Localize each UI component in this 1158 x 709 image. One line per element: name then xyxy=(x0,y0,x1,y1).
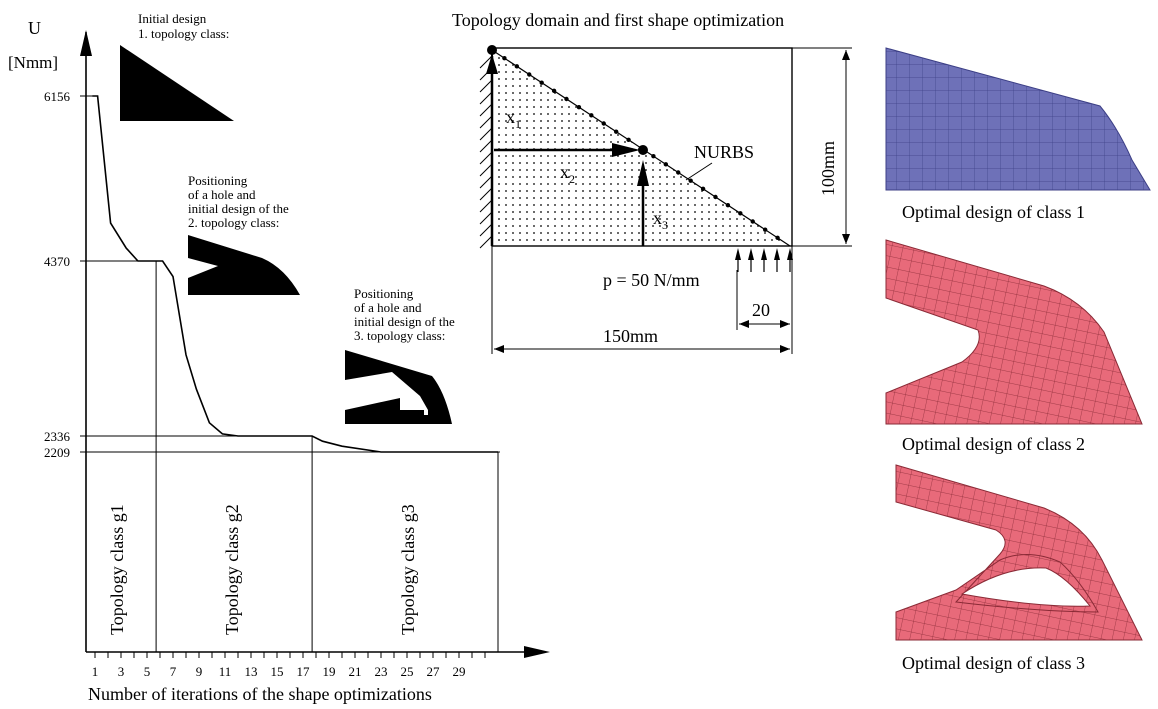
label-x2: x2 xyxy=(560,162,575,186)
x-tick-label: 21 xyxy=(349,664,362,679)
annotation-1-line-2: 1. topology class: xyxy=(138,26,229,41)
annotation-2-line-3: initial design of the xyxy=(188,201,289,216)
height-label: 100mm xyxy=(818,141,838,196)
optimal-shape-class-1 xyxy=(885,47,1151,191)
load-arrows xyxy=(735,248,793,272)
caption-class-2: Optimal design of class 2 xyxy=(902,434,1085,454)
load-width-label: 20 xyxy=(752,300,770,320)
caption-class-3: Optimal design of class 3 xyxy=(902,653,1085,673)
x-tick-label: 13 xyxy=(245,664,258,679)
annotation-3-line-2: of a hole and xyxy=(354,300,422,315)
label-x3: x3 xyxy=(653,208,668,232)
annotation-3-line-1: Positioning xyxy=(354,286,414,301)
caption-class-1: Optimal design of class 1 xyxy=(902,202,1085,222)
y-tick-label: 2336 xyxy=(44,429,71,444)
x-tick-label: 1 xyxy=(92,664,99,679)
x-tick-label: 23 xyxy=(375,664,388,679)
annotation-2-line-4: 2. topology class: xyxy=(188,215,279,230)
optimal-shape-class-2 xyxy=(885,239,1143,425)
x-axis-title: Number of iterations of the shape optimi… xyxy=(88,684,432,704)
class-3-hole xyxy=(960,567,1092,607)
y-tick-label: 4370 xyxy=(44,254,70,269)
annotation-3-line-3: initial design of the xyxy=(354,314,455,329)
vertex-mid xyxy=(638,145,648,155)
x-tick-label: 9 xyxy=(196,664,203,679)
x1-arrow-head xyxy=(486,54,498,74)
x-tick-label: 3 xyxy=(118,664,125,679)
class-label-g2: Topology class g2 xyxy=(222,504,242,635)
initial-design-shape xyxy=(120,45,234,121)
y-tick-label: 6156 xyxy=(44,89,71,104)
annotation-2-line-2: of a hole and xyxy=(188,187,256,202)
class-label-g3: Topology class g3 xyxy=(398,504,418,635)
vertex-top xyxy=(487,45,497,55)
x-tick-label: 11 xyxy=(219,664,232,679)
label-nurbs: NURBS xyxy=(694,142,754,162)
x-tick-label: 17 xyxy=(297,664,311,679)
x-tick-label: 5 xyxy=(144,664,151,679)
x-axis-arrow xyxy=(524,646,550,658)
y-axis-symbol: U xyxy=(28,18,41,38)
nurbs-leader xyxy=(685,162,713,181)
x-tick-label: 29 xyxy=(453,664,466,679)
class2-initial-shape xyxy=(188,235,300,295)
annotation-3-line-4: 3. topology class: xyxy=(354,328,445,343)
y-axis-unit: [Nmm] xyxy=(8,53,58,72)
y-axis-arrow xyxy=(80,30,92,56)
x-tick-label: 7 xyxy=(170,664,177,679)
annotation-1-line-1: Initial design xyxy=(138,11,207,26)
label-x1: x1 xyxy=(506,107,521,131)
optimal-designs: Optimal design of class 1 Optimal design… xyxy=(885,47,1151,673)
topology-domain: Topology domain and first shape optimiza… xyxy=(452,10,852,354)
optimal-shape-class-3 xyxy=(895,464,1143,641)
width-label: 150mm xyxy=(603,326,658,346)
domain-title: Topology domain and first shape optimiza… xyxy=(452,10,784,30)
x3-arrow-head xyxy=(637,160,649,186)
x-tick-label: 25 xyxy=(401,664,414,679)
class-label-g1: Topology class g1 xyxy=(107,504,127,635)
series-line xyxy=(92,95,498,453)
x2-arrow-head xyxy=(612,143,640,157)
class3-initial-shape xyxy=(345,350,452,424)
x-tick-label: 15 xyxy=(271,664,284,679)
class3-hole xyxy=(424,410,428,415)
y-tick-label: 2209 xyxy=(44,445,70,460)
support-hatching xyxy=(479,55,493,249)
x-tick-label: 27 xyxy=(427,664,441,679)
x-tick-label: 19 xyxy=(323,664,336,679)
annotation-2-line-1: Positioning xyxy=(188,173,248,188)
load-label: p = 50 N/mm xyxy=(603,270,700,290)
